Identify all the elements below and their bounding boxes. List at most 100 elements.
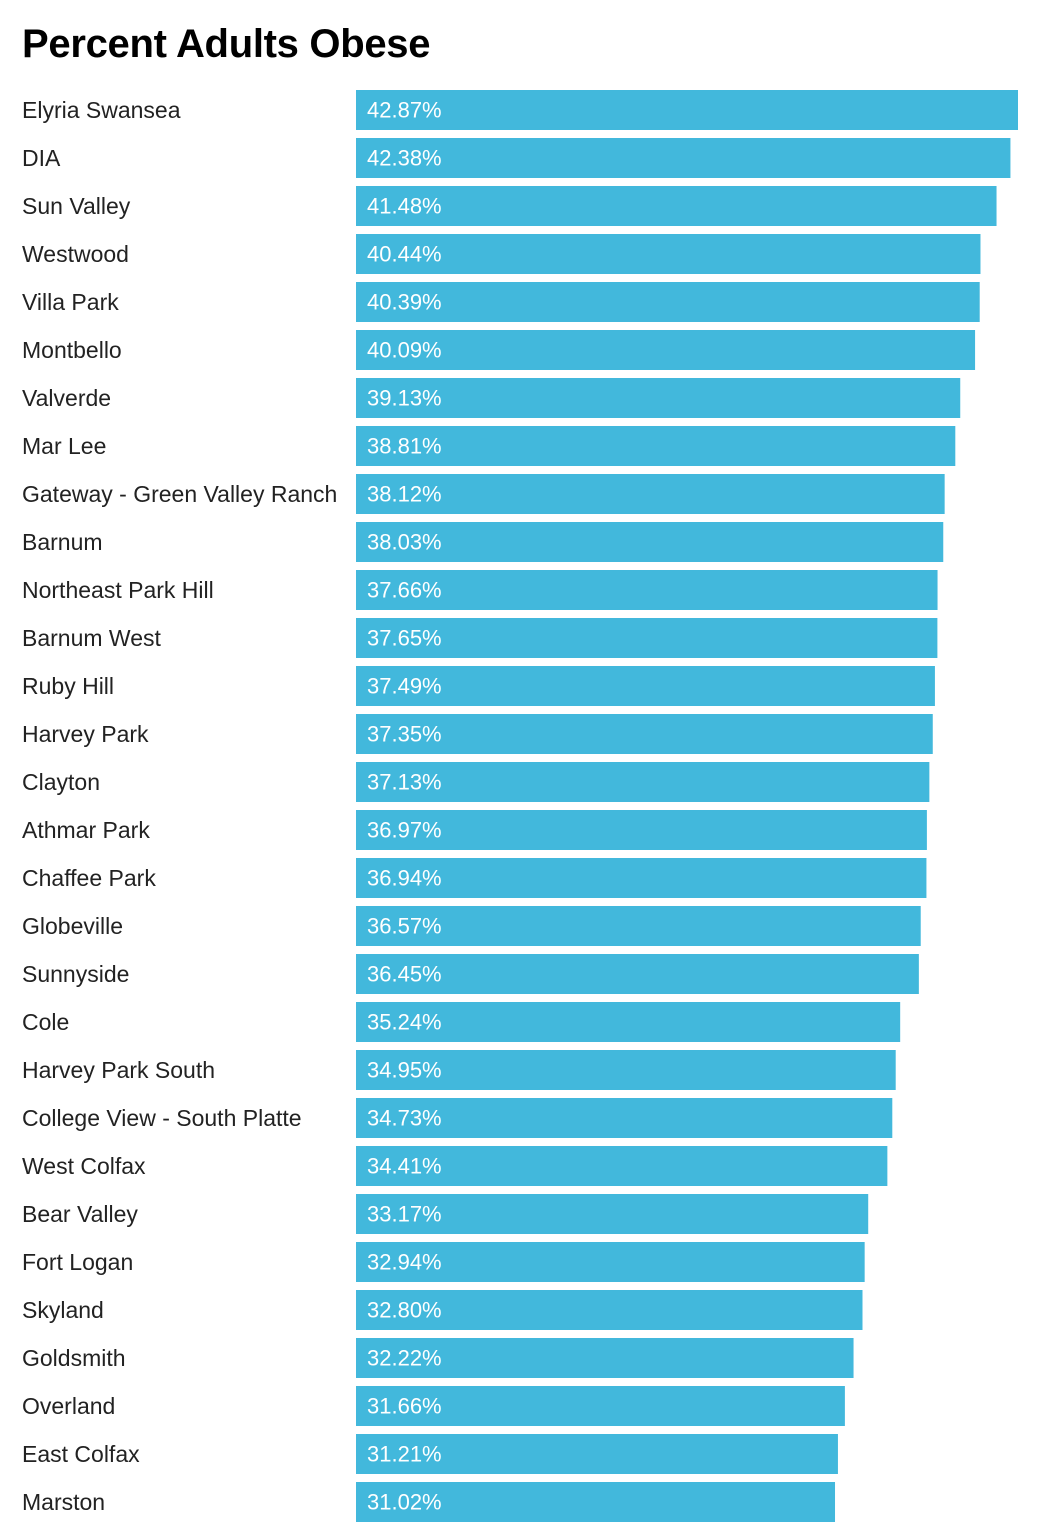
data-label: 36.45%	[367, 962, 442, 987]
bar-row: Mar Lee 38.81%	[22, 426, 956, 466]
bar-row: College View - South Platte 34.73%	[22, 1098, 893, 1138]
category-label: Chaffee Park	[22, 865, 156, 891]
data-label: 38.12%	[367, 482, 442, 507]
category-label: Fort Logan	[22, 1249, 133, 1275]
bar	[356, 858, 927, 898]
bar	[356, 810, 927, 850]
bar-row: Montbello 40.09%	[22, 330, 976, 370]
data-label: 36.97%	[367, 818, 442, 843]
bar-row: Elyria Swansea 42.87%	[22, 90, 1018, 130]
bar	[356, 234, 981, 274]
bar-row: Marston 31.02%	[22, 1482, 836, 1522]
category-label: Sunnyside	[22, 961, 129, 987]
bar	[356, 570, 938, 610]
category-label: Overland	[22, 1393, 115, 1419]
bar-row: Skyland 32.80%	[22, 1290, 863, 1330]
category-label: DIA	[22, 145, 61, 171]
data-label: 37.35%	[367, 722, 442, 747]
category-label: Montbello	[22, 337, 122, 363]
bar-row: Sunnyside 36.45%	[22, 954, 919, 994]
bar	[356, 1194, 869, 1234]
bar	[356, 666, 935, 706]
category-label: Athmar Park	[22, 817, 150, 843]
category-label: Goldsmith	[22, 1345, 126, 1371]
bar	[356, 762, 930, 802]
data-label: 40.39%	[367, 290, 442, 315]
data-label: 32.80%	[367, 1298, 442, 1323]
category-label: Barnum West	[22, 625, 162, 651]
bar-row: Northeast Park Hill 37.66%	[22, 570, 938, 610]
bar-row: Harvey Park South 34.95%	[22, 1050, 896, 1090]
category-label: Gateway - Green Valley Ranch	[22, 481, 337, 507]
bar-row: East Colfax 31.21%	[22, 1434, 838, 1474]
category-label: Barnum	[22, 529, 103, 555]
bar-row: DIA 42.38%	[22, 138, 1011, 178]
bar-row: Barnum 38.03%	[22, 522, 944, 562]
bar	[356, 954, 919, 994]
data-label: 31.02%	[367, 1490, 442, 1515]
bar	[356, 1434, 838, 1474]
data-label: 36.57%	[367, 914, 442, 939]
bar	[356, 1146, 888, 1186]
data-label: 41.48%	[367, 194, 442, 219]
category-label: Sun Valley	[22, 193, 131, 219]
data-label: 37.13%	[367, 770, 442, 795]
bar-row: Gateway - Green Valley Ranch 38.12%	[22, 474, 945, 514]
category-label: Westwood	[22, 241, 129, 267]
data-label: 40.09%	[367, 338, 442, 363]
bar-row: Chaffee Park 36.94%	[22, 858, 927, 898]
category-label: Northeast Park Hill	[22, 577, 214, 603]
category-label: Skyland	[22, 1297, 104, 1323]
bar	[356, 1002, 901, 1042]
bar	[356, 522, 944, 562]
category-label: East Colfax	[22, 1441, 140, 1467]
chart-title: Percent Adults Obese	[22, 22, 431, 66]
bar-row: Villa Park 40.39%	[22, 282, 980, 322]
data-label: 32.22%	[367, 1346, 442, 1371]
bar-row: Goldsmith 32.22%	[22, 1338, 854, 1378]
data-label: 40.44%	[367, 242, 442, 267]
bar	[356, 378, 961, 418]
bar	[356, 1050, 896, 1090]
data-label: 37.66%	[367, 578, 442, 603]
bar-row: Fort Logan 32.94%	[22, 1242, 865, 1282]
bar-row: Ruby Hill 37.49%	[22, 666, 935, 706]
bar	[356, 1482, 836, 1522]
bar	[356, 1098, 893, 1138]
bar-row: West Colfax 34.41%	[22, 1146, 888, 1186]
category-label: Cole	[22, 1009, 69, 1035]
bar-row: Barnum West 37.65%	[22, 618, 938, 658]
bar	[356, 714, 933, 754]
bar	[356, 426, 956, 466]
category-label: Villa Park	[22, 289, 119, 315]
category-label: Bear Valley	[22, 1201, 138, 1227]
data-label: 33.17%	[367, 1202, 442, 1227]
bar-row: Sun Valley 41.48%	[22, 186, 997, 226]
category-label: Marston	[22, 1489, 105, 1515]
category-label: Clayton	[22, 769, 100, 795]
bar-row: Harvey Park 37.35%	[22, 714, 933, 754]
bar-row: Clayton 37.13%	[22, 762, 930, 802]
category-label: Mar Lee	[22, 433, 106, 459]
data-label: 38.81%	[367, 434, 442, 459]
bar	[356, 330, 976, 370]
bar-row: Valverde 39.13%	[22, 378, 961, 418]
data-label: 42.87%	[367, 98, 442, 123]
bar-row: Athmar Park 36.97%	[22, 810, 927, 850]
bar	[356, 138, 1011, 178]
data-label: 34.95%	[367, 1058, 442, 1083]
data-label: 36.94%	[367, 866, 442, 891]
data-label: 31.66%	[367, 1394, 442, 1419]
category-label: College View - South Platte	[22, 1105, 302, 1131]
bar	[356, 186, 997, 226]
data-label: 31.21%	[367, 1442, 442, 1467]
category-label: Harvey Park South	[22, 1057, 215, 1083]
data-label: 42.38%	[367, 146, 442, 171]
data-label: 32.94%	[367, 1250, 442, 1275]
data-label: 39.13%	[367, 386, 442, 411]
data-label: 38.03%	[367, 530, 442, 555]
bar-row: Overland 31.66%	[22, 1386, 845, 1426]
bar-row: Globeville 36.57%	[22, 906, 921, 946]
bar	[356, 474, 945, 514]
bar	[356, 1290, 863, 1330]
